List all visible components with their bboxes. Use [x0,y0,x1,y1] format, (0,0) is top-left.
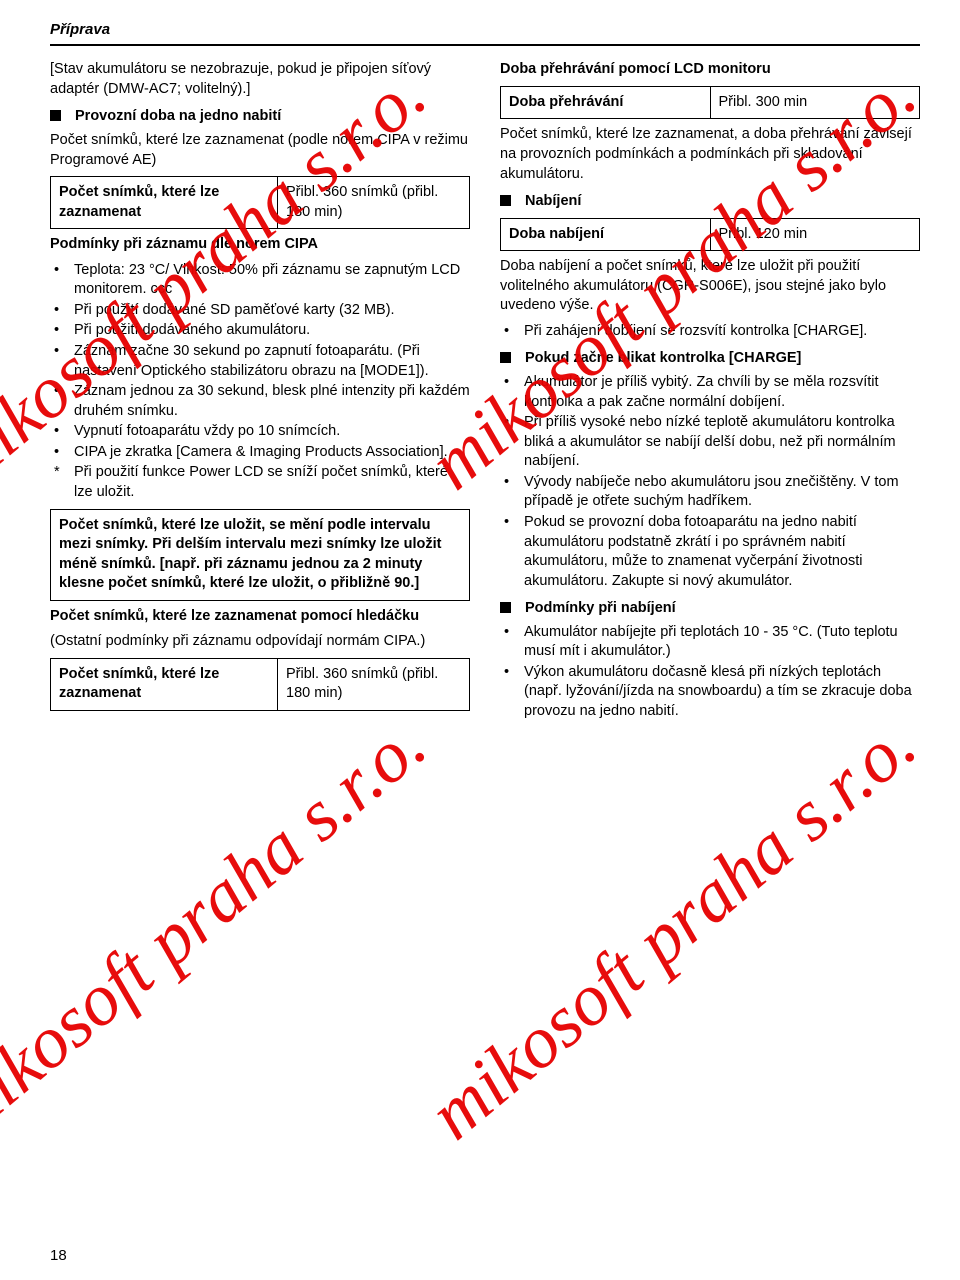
cipa-item: Vypnutí fotoaparátu vždy po 10 snímcích. [74,422,470,442]
charge-start-item: Při zahájení dobíjení se rozsvítí kontro… [524,322,920,342]
watermark: mikosoft praha s.r.o. [409,697,938,1163]
viewfinder-table: Počet snímků, které lze zaznamenat Přibl… [50,658,470,711]
square-bullet-icon [50,110,61,121]
operating-time-heading: Provozní doba na jedno nabití [50,107,470,127]
charging-heading: Nabíjení [500,192,920,212]
battery-note: [Stav akumulátoru se nezobrazuje, pokud … [50,60,470,99]
square-bullet-icon [500,195,511,206]
left-column: [Stav akumulátoru se nezobrazuje, pokud … [50,56,470,727]
square-bullet-icon [500,352,511,363]
shots-table: Počet snímků, které lze zaznamenat Přibl… [50,176,470,229]
content-columns: [Stav akumulátoru se nezobrazuje, pokud … [50,56,920,727]
cipa-item: Záznam jednou za 30 sekund, blesk plné i… [74,382,470,421]
heading-text: Pokud začne blikat kontrolka [CHARGE] [525,349,801,369]
cond-item: Výkon akumulátoru dočasně klesá při nízk… [524,663,920,722]
heading-text: Provozní doba na jedno nabití [75,107,281,127]
blink-item: Pokud se provozní doba fotoaparátu na je… [524,513,920,591]
charging-label: Doba nabíjení [501,219,711,251]
cipa-conditions-heading: Podmínky při záznamu dle norem CIPA [50,235,470,255]
viewfinder-heading: Počet snímků, které lze zaznamenat pomoc… [50,607,470,627]
blink-list: •Akumulátor je příliš vybitý. Za chvíli … [500,373,920,591]
cond-item: Akumulátor nabíjejte při teplotách 10 - … [524,623,920,662]
cipa-item: Teplota: 23 °C/ Vlhkost: 50% při záznamu… [74,261,470,300]
section-header: Příprava [50,20,920,46]
watermark: mikosoft praha s.r.o. [0,697,448,1163]
page-number: 18 [50,1246,67,1266]
cipa-item: Při použití dodávané SD paměťové karty (… [74,301,470,321]
interval-note-box: Počet snímků, které lze uložit, se mění … [50,509,470,601]
viewfinder-note: (Ostatní podmínky při záznamu odpovídají… [50,632,470,652]
cipa-star: Při použití funkce Power LCD se sníží po… [74,463,470,502]
playback-value: Přibl. 300 min [711,87,920,119]
cipa-item: Při použití dodávaného akumulátoru. [74,321,470,341]
square-bullet-icon [500,602,511,613]
playback-table: Doba přehrávání Přibl. 300 min [500,86,920,120]
optional-batt-paragraph: Doba nabíjení a počet snímků, které lze … [500,257,920,316]
cipa-subhead: Počet snímků, které lze zaznamenat (podl… [50,131,470,170]
cipa-list: •Teplota: 23 °C/ Vlhkost: 50% při záznam… [50,261,470,503]
depends-paragraph: Počet snímků, které lze zaznamenat, a do… [500,125,920,184]
blink-item: Vývody nabíječe nebo akumulátoru jsou zn… [524,473,920,512]
charging-value: Přibl. 120 min [711,219,920,251]
blink-heading: Pokud začne blikat kontrolka [CHARGE] [500,349,920,369]
right-column: Doba přehrávání pomocí LCD monitoru Doba… [500,56,920,727]
vf-value: Přibl. 360 snímků (přibl. 180 min) [278,659,469,710]
playback-heading: Doba přehrávání pomocí LCD monitoru [500,60,920,80]
blink-item: Akumulátor je příliš vybitý. Za chvíli b… [524,373,920,412]
shots-label: Počet snímků, které lze zaznamenat [51,177,278,228]
heading-text: Nabíjení [525,192,581,212]
playback-label: Doba přehrávání [501,87,711,119]
blink-item: Při příliš vysoké nebo nízké teplotě aku… [524,413,920,472]
cipa-item: Záznam začne 30 sekund po zapnutí fotoap… [74,342,470,381]
charging-table: Doba nabíjení Přibl. 120 min [500,218,920,252]
vf-label: Počet snímků, které lze zaznamenat [51,659,278,710]
conditions-list: •Akumulátor nabíjejte při teplotách 10 -… [500,623,920,722]
cipa-item: CIPA je zkratka [Camera & Imaging Produc… [74,443,470,463]
heading-text: Podmínky při nabíjení [525,599,676,619]
charge-start-list: •Při zahájení dobíjení se rozsvítí kontr… [500,322,920,342]
charging-conditions-heading: Podmínky při nabíjení [500,599,920,619]
shots-value: Přibl. 360 snímků (přibl. 180 min) [278,177,469,228]
